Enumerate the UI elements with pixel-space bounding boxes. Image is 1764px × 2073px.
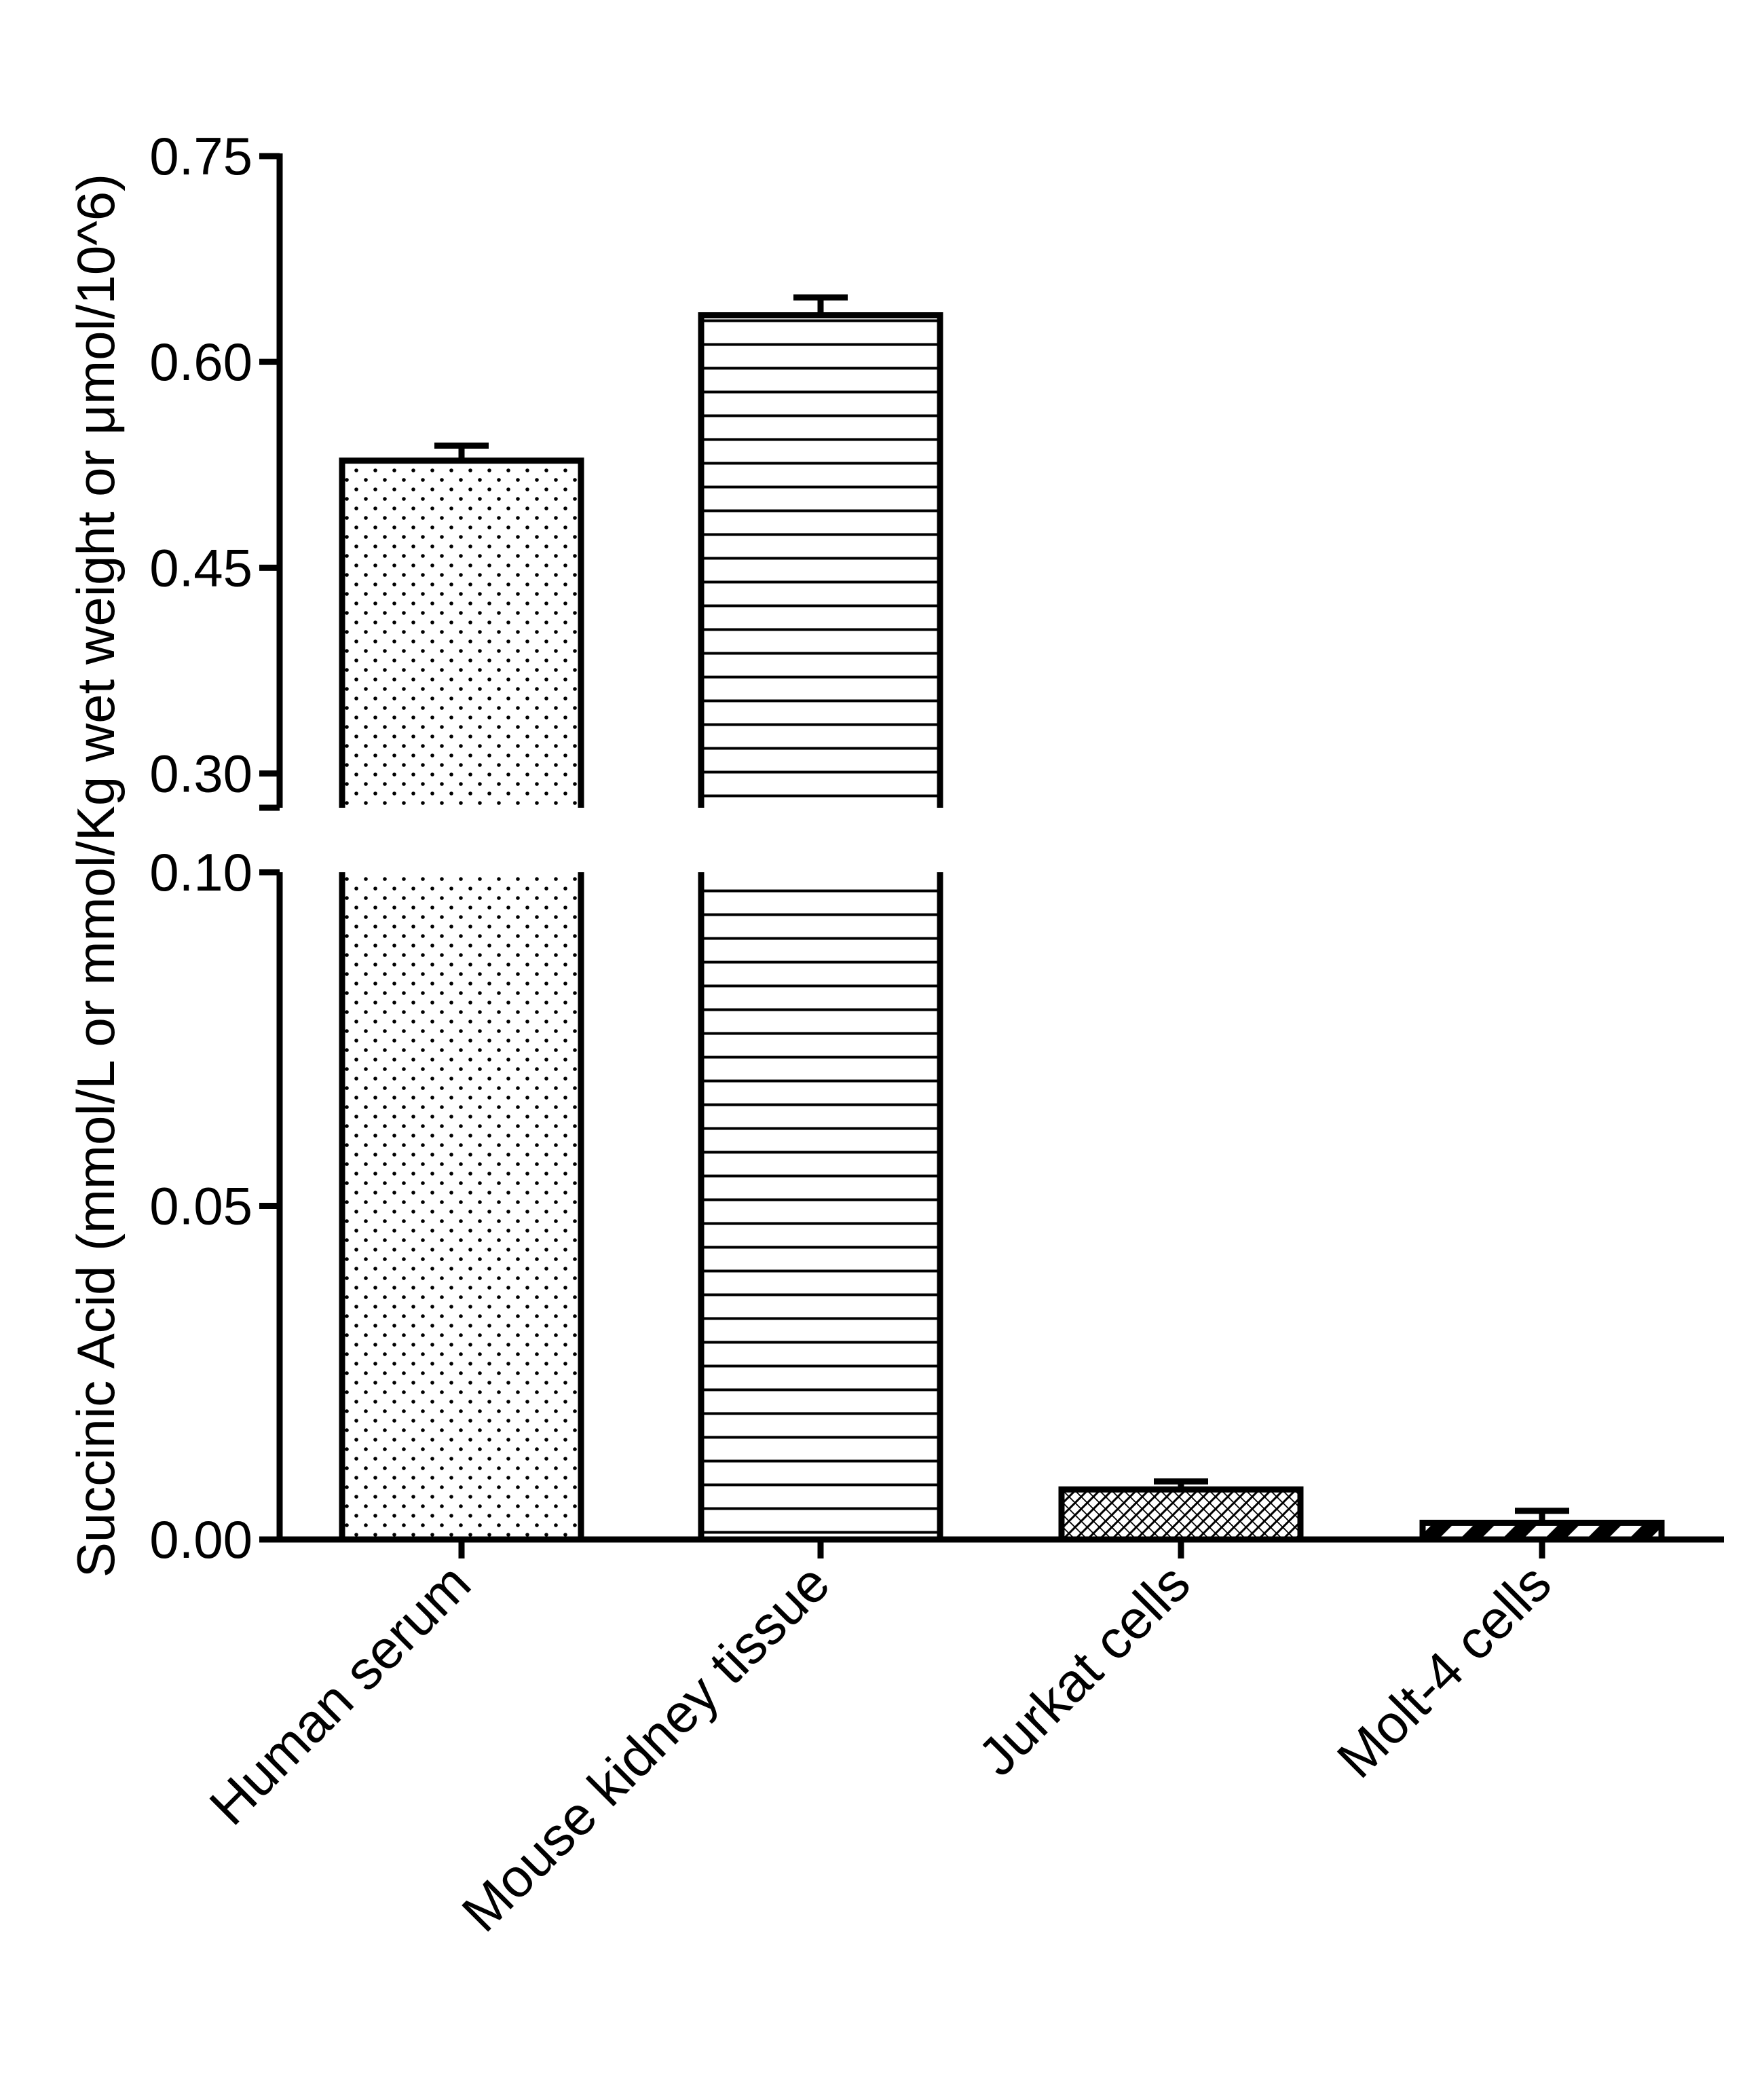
y-tick-label: 0.10 [149,842,252,902]
bar [1058,1486,1304,1543]
bar-upper-fill [701,315,940,808]
y-tick-label: 0.60 [149,332,252,392]
y-axis-label: Succinic Acid (mmol/L or mmol/Kg wet wei… [66,174,126,1577]
x-tick-label: Mouse kidney tissue [451,1552,841,1943]
y-tick-label: 0.00 [149,1510,252,1569]
x-tick-label: Human serum [198,1552,482,1836]
x-tick-label: Jurkat cells [967,1552,1201,1787]
y-tick-label: 0.30 [149,743,252,803]
x-tick-label: Molt-4 cells [1326,1552,1562,1789]
bar-lower-fill [342,872,581,1539]
bar-upper-fill [342,460,581,808]
bar-lower-fill [701,872,940,1539]
y-tick-label: 0.05 [149,1176,252,1236]
bar-upper-outline [339,457,584,808]
y-tick-label: 0.45 [149,538,252,597]
y-tick-label: 0.75 [149,126,252,186]
